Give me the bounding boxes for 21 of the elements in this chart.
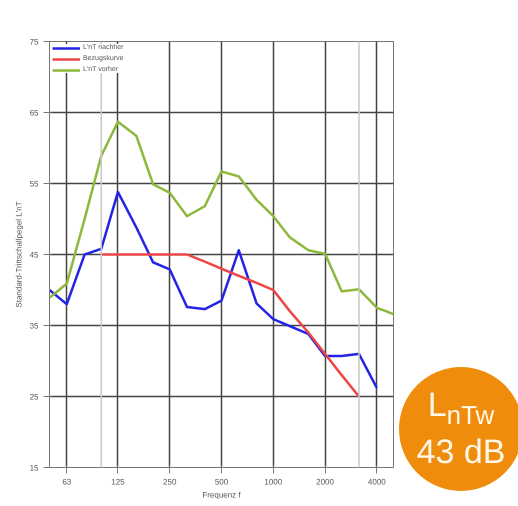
x-tick-label: 500 [214,478,229,486]
y-tick-label: 35 [30,322,40,330]
x-axis-title: Frequenz f [202,490,242,500]
line-series [50,190,378,390]
y-tick-label: 15 [30,464,40,472]
text: 43 dB [416,432,506,474]
line-series [50,120,394,316]
x-tick-label: 125 [111,478,126,486]
y-tick-label: 45 [30,250,40,260]
x-tick-label: 4000 [368,478,386,486]
y-tick-label: 55 [30,180,40,188]
x-tick-label: 63 [62,478,72,486]
y-axis-title: Standard-Trittschallpegel L'nT [14,201,24,308]
x-tick-label: 250 [163,478,177,486]
line-series [100,253,360,398]
y-tick-label: 75 [30,38,40,46]
y-tick-label: 25 [30,392,40,402]
x-tick-label: 2000 [316,478,335,486]
y-tick-label: 65 [30,108,40,118]
text: L$_{nTw}$ [426,385,496,432]
x-tick-label: 1000 [264,478,283,486]
